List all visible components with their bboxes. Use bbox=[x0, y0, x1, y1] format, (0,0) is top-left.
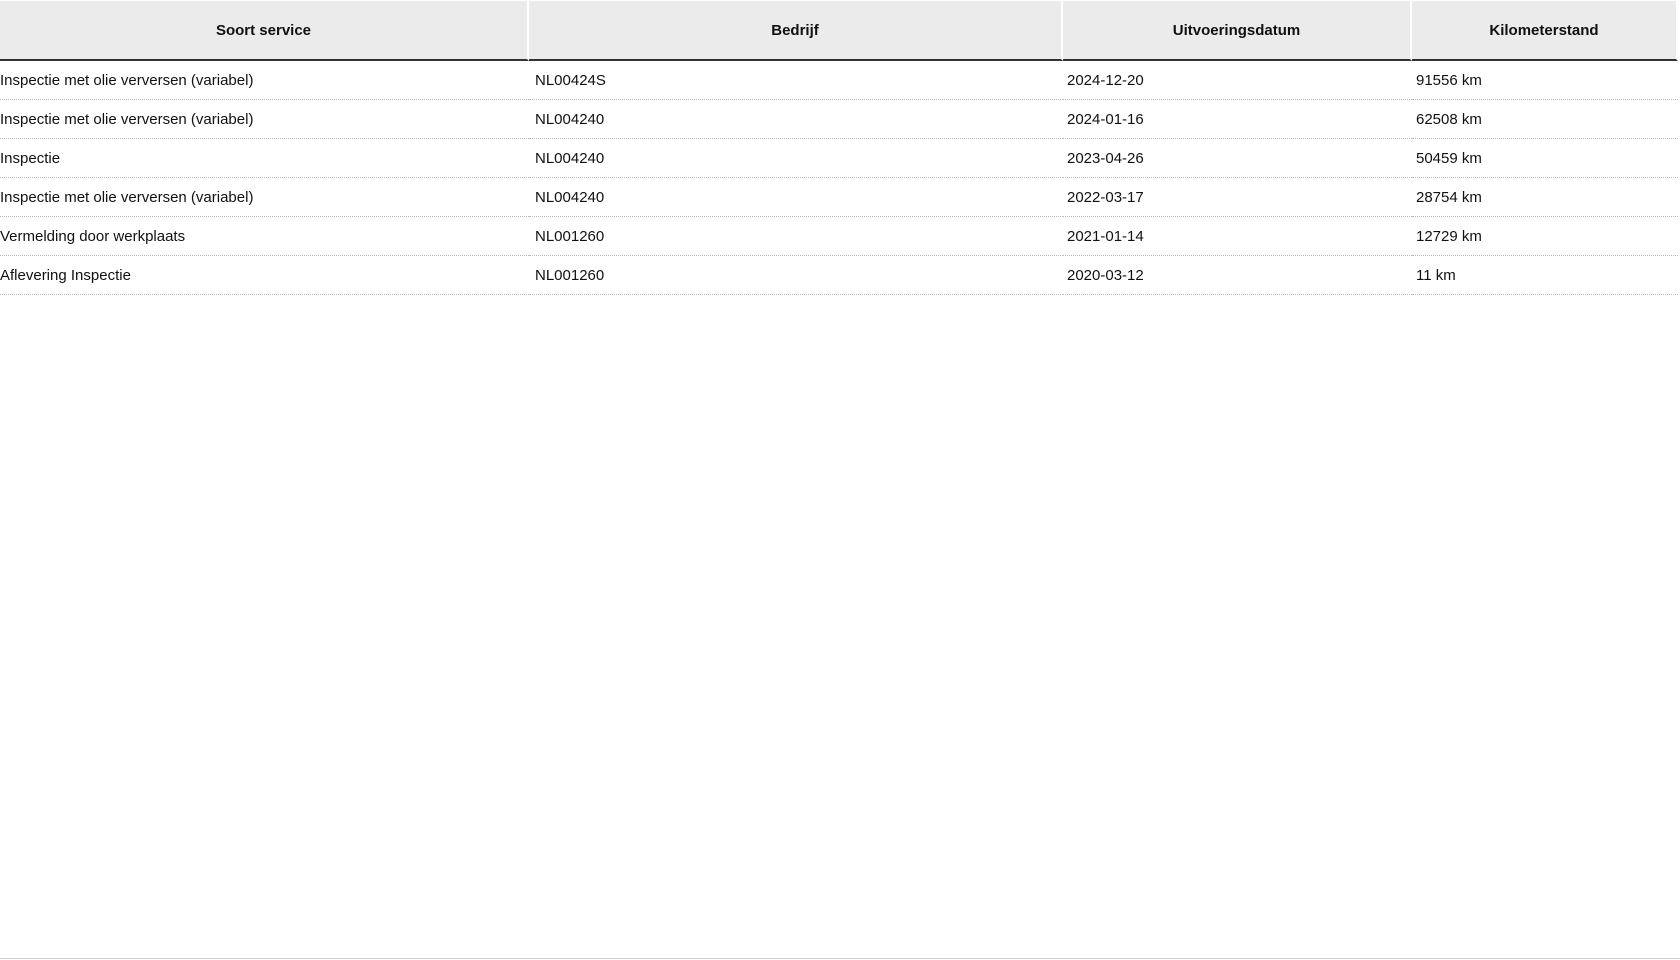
service-type-cell: Aflevering Inspectie bbox=[0, 256, 529, 295]
mileage-cell: 91556 km bbox=[1412, 61, 1678, 100]
table-row: Inspectie met olie verversen (variabel) N… bbox=[0, 61, 1678, 100]
column-header-uitvoeringsdatum[interactable]: Uitvoeringsdatum bbox=[1063, 1, 1412, 61]
date-cell: 2024-12-20 bbox=[1063, 61, 1412, 100]
company-cell: NL004240 bbox=[529, 178, 1063, 217]
divider bbox=[0, 958, 1680, 959]
date-cell: 2020-03-12 bbox=[1063, 256, 1412, 295]
mileage-cell: 28754 km bbox=[1412, 178, 1678, 217]
company-cell: NL004240 bbox=[529, 139, 1063, 178]
date-cell: 2023-04-26 bbox=[1063, 139, 1412, 178]
column-header-soort-service[interactable]: Soort service bbox=[0, 1, 529, 61]
table-row: Aflevering Inspectie NL001260 2020-03-12 11… bbox=[0, 256, 1678, 295]
mileage-cell: 11 km bbox=[1412, 256, 1678, 295]
table-row: Inspectie NL004240 2023-04-26 50459 km bbox=[0, 139, 1678, 178]
date-cell: 2022-03-17 bbox=[1063, 178, 1412, 217]
table-header-row: Soort service Bedrijf Uitvoeringsdatum K… bbox=[0, 1, 1678, 61]
mileage-cell: 62508 km bbox=[1412, 100, 1678, 139]
mileage-cell: 12729 km bbox=[1412, 217, 1678, 256]
table-row: Vermelding door werkplaats NL001260 2021-0… bbox=[0, 217, 1678, 256]
date-cell: 2021-01-14 bbox=[1063, 217, 1412, 256]
column-header-kilometerstand[interactable]: Kilometerstand bbox=[1412, 1, 1678, 61]
company-cell: NL001260 bbox=[529, 256, 1063, 295]
service-type-cell: Inspectie bbox=[0, 139, 529, 178]
column-header-bedrijf[interactable]: Bedrijf bbox=[529, 1, 1063, 61]
company-cell: NL001260 bbox=[529, 217, 1063, 256]
service-type-cell: Inspectie met olie verversen (variabel) bbox=[0, 61, 529, 100]
company-cell: NL004240 bbox=[529, 100, 1063, 139]
service-type-cell: Vermelding door werkplaats bbox=[0, 217, 529, 256]
table-row: Inspectie met olie verversen (variabel) N… bbox=[0, 178, 1678, 217]
mileage-cell: 50459 km bbox=[1412, 139, 1678, 178]
date-cell: 2024-01-16 bbox=[1063, 100, 1412, 139]
table-row: Inspectie met olie verversen (variabel) N… bbox=[0, 100, 1678, 139]
company-cell: NL00424S bbox=[529, 61, 1063, 100]
service-type-cell: Inspectie met olie verversen (variabel) bbox=[0, 178, 529, 217]
service-type-cell: Inspectie met olie verversen (variabel) bbox=[0, 100, 529, 139]
service-history-table: Soort service Bedrijf Uitvoeringsdatum K… bbox=[0, 1, 1678, 295]
